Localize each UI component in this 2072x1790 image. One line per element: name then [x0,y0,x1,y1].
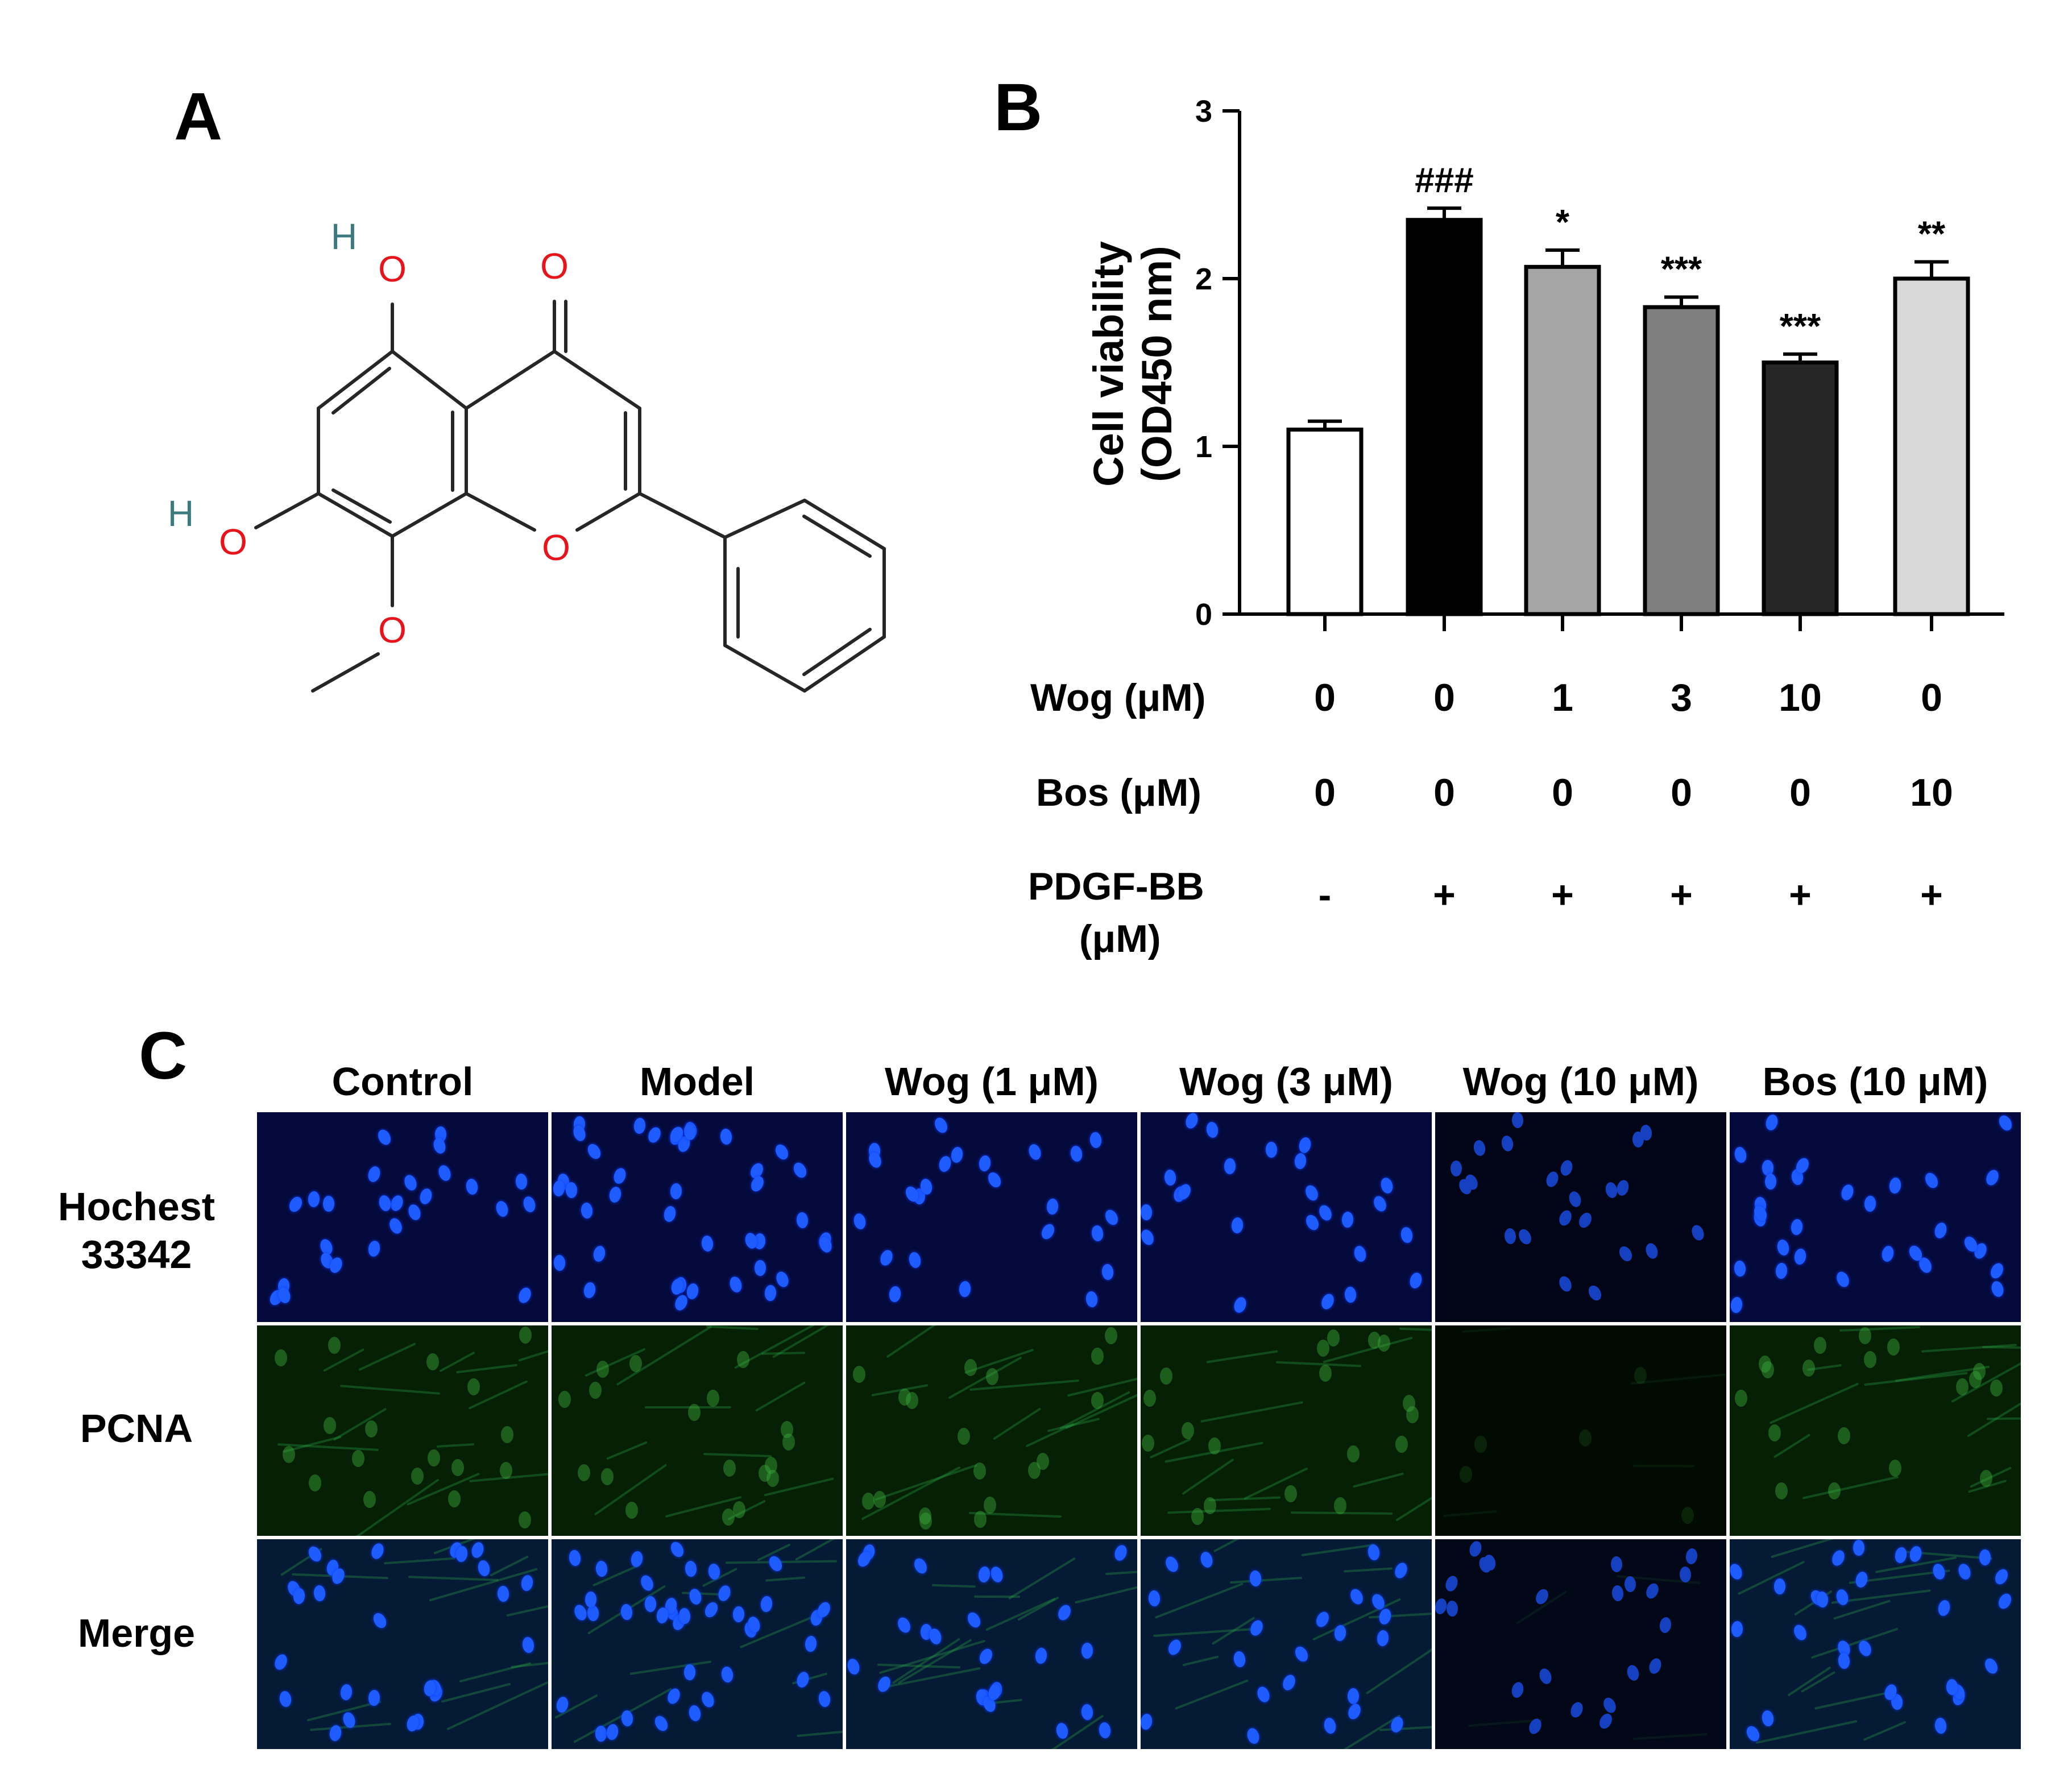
condition-value: 0 [1433,771,1455,814]
condition-value: 10 [1779,676,1822,719]
condition-value: 0 [1789,771,1811,814]
atom-h-top: H [331,216,357,257]
micrograph-merge [1435,1539,1726,1749]
wogonin-structure: O O O H O H O [168,216,886,693]
condition-value: 10 [1910,771,1953,814]
bar [1643,305,1720,616]
bar [1406,218,1483,616]
y-tick-label: 0 [1195,598,1212,632]
condition-value: 0 [1552,771,1573,814]
condition-value: + [1920,873,1943,917]
column-header: Wog (1 μM) [885,1059,1099,1104]
condition-label-wog: Wog (μM) [1030,676,1206,719]
panel-c-label: C [139,1018,188,1093]
y-tick-label: 2 [1195,262,1212,296]
microscopy-grid [257,1112,2021,1749]
condition-value: 0 [1671,771,1692,814]
panel-a-label: A [174,79,223,154]
condition-value: 3 [1671,676,1692,719]
significance-label: * [1556,203,1570,242]
significance-label: *** [1780,307,1821,346]
condition-value: 0 [1433,676,1455,719]
condition-value: + [1551,873,1574,917]
significance-label: ** [1918,215,1946,254]
condition-value: + [1789,873,1812,917]
micrograph-hoechst [257,1112,548,1323]
atom-o-hydroxyl-left: O [219,521,247,562]
atom-o-methoxy: O [378,610,407,650]
atom-o-ring: O [542,527,570,568]
micrograph-pcna [1141,1325,1432,1536]
condition-value: 0 [1921,676,1942,719]
panel-b-label: B [994,70,1043,145]
micrograph-merge [257,1539,548,1749]
atom-o-ketone: O [540,246,569,287]
bar [1762,361,1839,616]
micrograph-hoechst [552,1112,843,1323]
micrograph-merge [1730,1539,2021,1749]
micrograph-hoechst [1730,1112,2021,1323]
condition-value: 0 [1314,676,1336,719]
micrograph-pcna [846,1325,1137,1536]
condition-value: 0 [1314,771,1336,814]
micrograph-merge [846,1539,1137,1749]
micrograph-hoechst [846,1112,1137,1323]
bar [1286,428,1364,616]
bar [1893,276,1970,616]
chart-axes: 0 1 2 3 [1195,94,2004,632]
condition-value: 1 [1552,676,1573,719]
column-header: Control [331,1059,474,1104]
row-header: Hochest 33342 [57,1184,216,1277]
atom-o-hydroxyl-top: O [378,248,407,289]
y-axis-label-line2: (OD450 nm) [1133,246,1180,482]
condition-value: - [1318,873,1332,917]
condition-value: + [1670,873,1693,917]
condition-label-pdgf: PDGF-BB [1028,865,1204,908]
condition-value: + [1433,873,1456,917]
bar [1524,264,1601,616]
micrograph-hoechst [1435,1112,1726,1323]
chart-bars: ###********* [1286,161,1970,616]
atom-h-left: H [168,493,194,534]
micrograph-merge [552,1539,843,1749]
y-axis-label-line1: Cell viability [1085,241,1132,487]
column-header: Bos (10 μM) [1762,1059,1988,1104]
column-header: Wog (3 μM) [1179,1059,1393,1104]
micrograph-hoechst [1141,1112,1432,1323]
condition-label-pdgf-unit: (μM) [1079,917,1161,960]
micrograph-pcna [552,1325,843,1536]
row-header: Merge [77,1611,196,1655]
condition-label-bos: Bos (μM) [1036,771,1201,814]
y-tick-label: 1 [1195,430,1212,464]
significance-label: *** [1661,250,1702,289]
structure-bonds [254,300,886,693]
significance-label: ### [1415,161,1473,200]
micrograph-merge [1141,1539,1432,1749]
column-header: Model [639,1059,755,1104]
y-tick-label: 3 [1195,94,1212,129]
column-header: Wog (10 μM) [1462,1059,1699,1104]
micrograph-pcna [1435,1325,1726,1536]
micrograph-pcna [257,1325,548,1536]
micrograph-pcna [1730,1325,2021,1536]
row-header: PCNA [80,1406,193,1451]
